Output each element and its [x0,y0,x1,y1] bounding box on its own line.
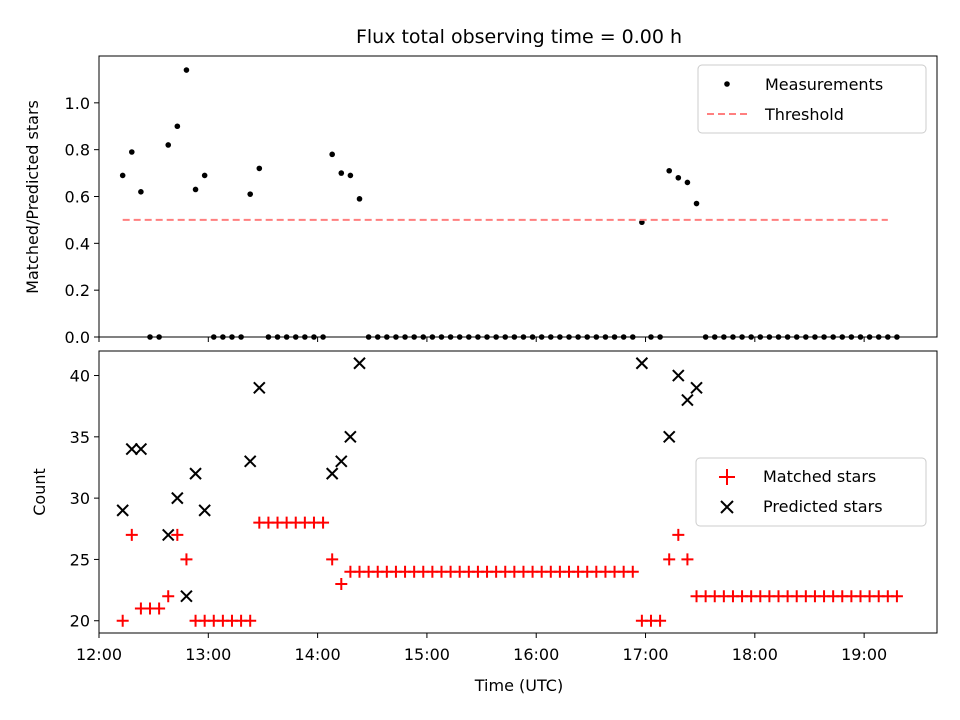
matched-stars-point [162,590,175,603]
top-y-tick-label: 0.6 [65,188,90,207]
bottom-x-tick-label: 13:00 [185,645,231,664]
bottom-legend-box [695,457,927,527]
matched-stars-point [681,553,694,566]
legend-matched-marker [719,469,735,485]
bottom-series-0 [116,516,903,627]
predicted-stars-point [662,430,676,444]
top-y-tick-label: 0.2 [65,281,90,300]
bottom-y-tick-label: 35 [70,428,90,447]
predicted-stars-point [681,393,694,407]
bottom-y-tick-label: 25 [70,550,90,569]
top-panel: 0.0 0.2 0.4 0.6 0.8 1.0 Matched/Predicted sta… [23,55,938,347]
bottom-x-tick-label: 17:00 [622,645,668,664]
measurement-point [256,165,263,172]
measurement-point [201,172,208,179]
measurement-point [666,167,673,174]
bottom-y-tick-label: 20 [70,612,90,631]
measurement-point [174,123,181,130]
measurement-point [347,172,354,179]
matched-stars-point [317,516,330,529]
measurement-point [119,172,126,179]
bottom-x-tick-label: 16:00 [513,645,559,664]
chart-title: Flux total observing time = 0.00 h [356,26,682,48]
measurement-point [183,67,190,73]
bottom-x-tick-label: 12:00 [76,645,122,664]
predicted-stars-point [353,357,366,370]
predicted-stars-point [243,455,257,468]
predicted-stars-point [189,467,202,480]
matched-stars-point [890,590,903,603]
matched-stars-point [663,553,676,566]
measurement-point [128,149,135,155]
matched-stars-point [116,614,129,627]
bottom-x-tick-label: 14:00 [295,645,341,664]
measurement-point [247,191,254,197]
measurement-point [165,142,172,148]
matched-stars-point [180,553,193,566]
matched-stars-point [654,614,667,627]
matched-stars-point [326,553,339,566]
predicted-stars-point [198,504,211,517]
predicted-stars-point [134,442,148,456]
measurement-point [693,200,700,207]
top-axes: 0.0 0.2 0.4 0.6 0.8 1.0 [65,55,938,347]
measurement-point [684,179,691,186]
predicted-stars-point [162,528,175,542]
bottom-y-tick-label: 40 [70,367,90,386]
bottom-y-axis-label: Count [30,468,49,516]
measurement-point [356,196,363,202]
bottom-axes-frame [98,350,938,634]
predicted-stars-point [180,590,193,603]
predicted-stars-point [344,430,357,444]
top-y-tick-label: 0.0 [65,328,90,347]
legend-predicted-marker [720,500,734,514]
predicted-stars-point [125,442,138,456]
top-y-axis-label: Matched/Predicted stars [23,100,42,294]
bottom-legend: Matched stars Predicted stars [695,457,927,527]
matched-stars-point [153,602,166,615]
measurement-point [329,151,335,158]
top-y-tick-label: 1.0 [65,94,90,113]
top-legend-box [697,64,927,134]
legend-threshold-label: Threshold [764,105,844,124]
bottom-plot-marks [116,357,903,627]
top-y-tick-label: 0.4 [65,234,90,253]
legend-measurements-marker [724,81,730,87]
measurement-point [675,174,682,181]
bottom-x-tick-label: 15:00 [404,645,450,664]
matched-stars-point [626,565,639,578]
predicted-stars-point [635,357,649,370]
bottom-panel: 20 25 30 35 40 12:00 13:00 14:00 15:00 16:00 17:00… [30,350,938,695]
legend-measurements-label: Measurements [765,75,883,94]
legend-predicted-label: Predicted stars [763,497,883,516]
measurement-point [192,186,199,193]
matched-stars-point [244,614,257,627]
measurement-point [138,189,144,195]
matched-stars-point [335,577,348,590]
predicted-stars-point [171,491,184,505]
top-y-tick-label: 0.8 [65,141,90,160]
predicted-stars-point [690,381,703,394]
bottom-y-tick-label: 30 [70,489,90,508]
predicted-stars-point [325,467,339,480]
predicted-stars-point [253,381,266,394]
matched-stars-point [171,528,184,541]
top-legend: Measurements Threshold [697,64,927,134]
matched-stars-point [125,528,138,541]
bottom-x-tick-label: 18:00 [732,645,778,664]
bottom-x-axis-label: Time (UTC) [474,676,563,695]
matched-stars-point [672,528,685,541]
bottom-x-tick-label: 19:00 [841,645,887,664]
predicted-stars-point [116,504,129,517]
bottom-series-1 [116,357,703,603]
predicted-stars-point [672,369,685,382]
measurement-point [338,170,345,176]
bottom-axes: 20 25 30 35 40 12:00 13:00 14:00 15:00 16:00 17:00… [70,350,938,664]
predicted-stars-point [335,455,348,468]
legend-matched-label: Matched stars [763,467,876,486]
